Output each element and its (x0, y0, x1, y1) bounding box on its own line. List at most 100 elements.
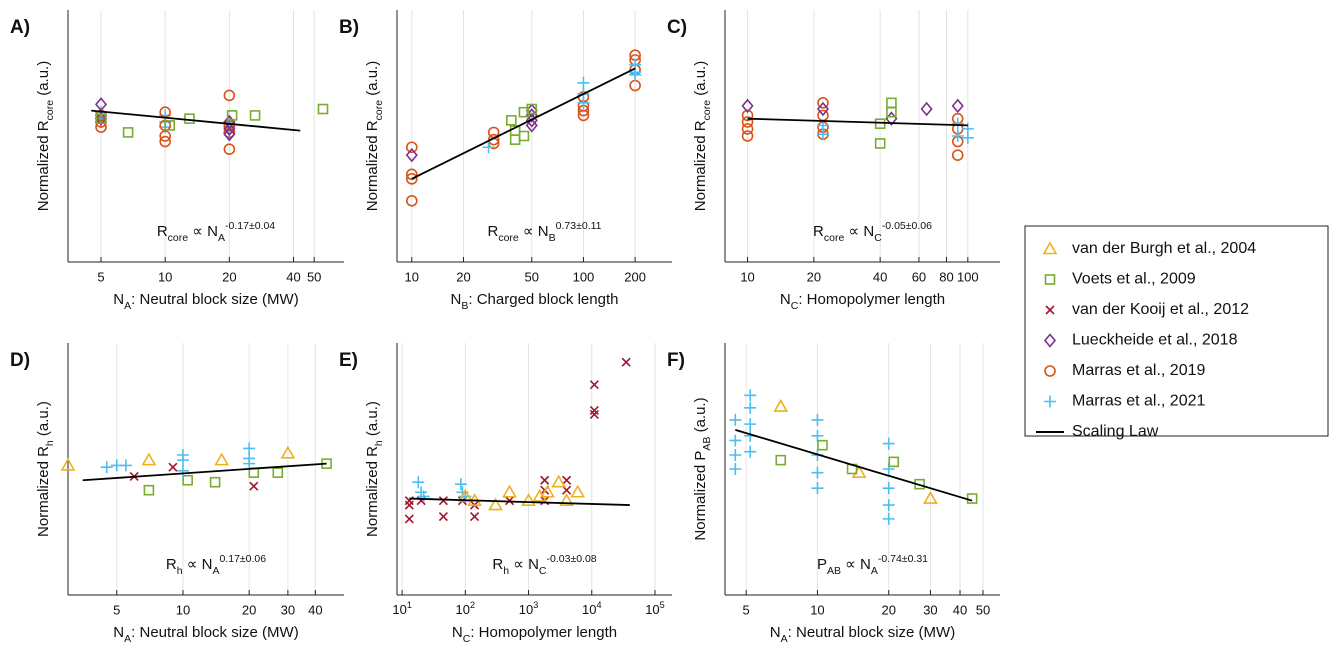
text-part: h (177, 565, 183, 577)
data-point (951, 149, 964, 161)
text-part: 0.73±0.11 (556, 220, 602, 232)
annotation: Rcore ∝ NA-0.17±0.04 (157, 220, 275, 244)
x-tick-label: 20 (807, 269, 821, 284)
data-point (506, 115, 517, 126)
data-point (744, 389, 757, 402)
data-point (589, 380, 599, 390)
legend-text: van der Kooij et al., 2012 (1072, 301, 1249, 318)
data-point (182, 474, 193, 486)
text-part: N (113, 291, 124, 308)
y-axis-label: Normalized Rh (a.u.) (35, 401, 56, 537)
annotation: Rh ∝ NC-0.03±0.08 (492, 553, 596, 577)
data-point (168, 462, 178, 472)
text-part: A (781, 633, 788, 645)
scaling-law-line (735, 429, 973, 502)
text-part: 2 (470, 600, 475, 610)
data-point (811, 482, 824, 495)
x-tick-label: 50 (525, 269, 539, 284)
text-part: N (113, 624, 124, 641)
text-part: ∝ N (183, 556, 213, 573)
text-part: A (871, 565, 878, 577)
data-point (741, 123, 754, 135)
data-point (404, 500, 414, 510)
text-part: core (824, 232, 845, 244)
panel-label: F) (667, 350, 685, 371)
data-point (589, 405, 599, 416)
text-part: AB (701, 437, 713, 451)
data-point (518, 130, 530, 142)
x-tick-label: 20 (882, 602, 896, 617)
text-part: 1 (407, 600, 412, 610)
text-part: C (791, 300, 799, 312)
data-point (874, 138, 886, 149)
data-point (405, 173, 418, 185)
data-point (729, 413, 742, 426)
x-tick-label: 103 (519, 600, 539, 617)
data-point (469, 511, 480, 522)
annotation: PAB ∝ NA-0.74±0.31 (817, 553, 928, 577)
data-point (886, 97, 897, 109)
data-point (164, 120, 176, 131)
text-part: C (463, 633, 471, 645)
x-tick-label: 50 (307, 269, 321, 284)
data-point (920, 101, 933, 117)
text-part: Normalized R (692, 120, 709, 211)
legend-marker (1045, 305, 1055, 315)
text-part: R (157, 223, 168, 240)
data-point (882, 512, 895, 525)
data-point (923, 490, 938, 504)
data-point (559, 493, 574, 506)
text-part: 10 (519, 602, 533, 617)
data-point (589, 409, 599, 420)
text-part: : Neutral block size (MW) (131, 291, 299, 308)
text-part: N (451, 291, 462, 308)
data-point (526, 103, 538, 115)
data-point (243, 442, 256, 455)
text-part: ∝ N (509, 556, 539, 573)
scaling-law-line (411, 67, 636, 180)
annotation: Rcore ∝ NC-0.05±0.06 (813, 220, 932, 244)
data-point (951, 98, 964, 114)
text-part: 10 (456, 602, 470, 617)
text-part: -0.05±0.06 (882, 220, 932, 232)
y-axis-label: Normalized Rcore (a.u.) (35, 61, 56, 211)
text-part: N (770, 624, 781, 641)
data-point (961, 131, 974, 144)
data-point (775, 454, 787, 466)
text-part: (a.u.) (35, 401, 52, 440)
data-point (60, 457, 76, 471)
data-point (317, 103, 329, 115)
x-axis-label: NA: Neutral block size (MW) (113, 624, 298, 645)
text-part: 5 (660, 600, 665, 610)
x-tick-label: 60 (912, 269, 926, 284)
x-axis-label: NA: Neutral block size (MW) (113, 291, 298, 312)
x-tick-label: 5 (113, 602, 120, 617)
text-part: A (124, 300, 131, 312)
data-point (405, 141, 418, 154)
x-tick-label: 10 (740, 269, 754, 284)
data-point (816, 128, 829, 141)
data-point (438, 496, 448, 506)
data-point (525, 118, 538, 133)
x-tick-label: 40 (308, 602, 322, 617)
data-point (176, 464, 189, 477)
text-part: N (780, 291, 791, 308)
x-axis-label: NC: Homopolymer length (452, 624, 617, 645)
scaling-law-line (82, 462, 327, 482)
text-part: h (373, 440, 385, 446)
data-point (951, 117, 964, 130)
data-point (143, 484, 155, 496)
text-part: (a.u.) (364, 61, 381, 100)
text-part: AB (827, 565, 841, 577)
x-tick-label: 5 (743, 602, 750, 617)
text-part: ∝ N (844, 223, 874, 240)
text-part: core (168, 232, 189, 244)
x-tick-label: 10 (405, 269, 419, 284)
text-part: P (817, 556, 827, 573)
data-point (438, 511, 448, 522)
text-part: Normalized R (364, 120, 381, 211)
text-part: 10 (392, 602, 406, 617)
y-axis-label: Normalized PAB (a.u.) (692, 397, 713, 540)
x-tick-label: 10 (810, 602, 824, 617)
